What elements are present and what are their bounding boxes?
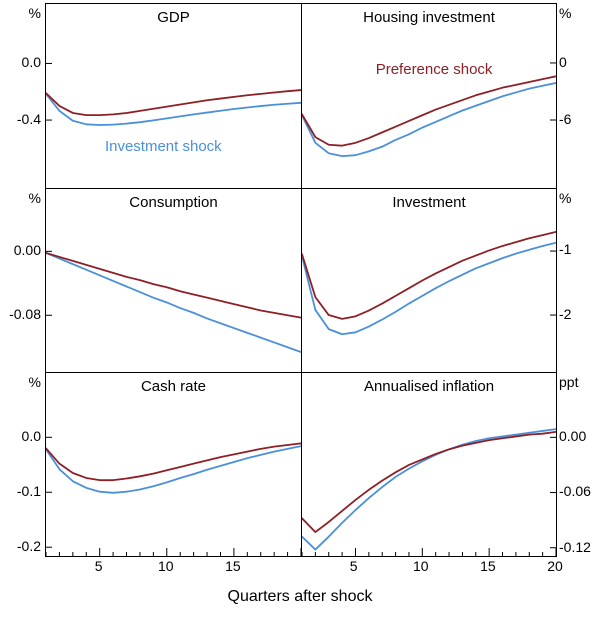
preference-shock-line	[302, 432, 556, 532]
preference-shock-line	[46, 443, 301, 480]
panel-title: Consumption	[129, 194, 218, 211]
x-tick-label: 20	[547, 558, 563, 574]
panel-investment-plot	[302, 189, 556, 372]
y-tick-label: -0.06	[559, 483, 591, 500]
y-tick-label: 0.00	[13, 241, 41, 258]
panel-housing-plot	[302, 4, 556, 188]
x-tick-label: 10	[412, 558, 429, 574]
panel-cash-rate: Cash rate	[46, 372, 301, 556]
panel-grid: GDP Investment shock Housing investment …	[45, 3, 557, 557]
panel-title: Cash rate	[140, 378, 207, 395]
x-tick-label: 15	[225, 558, 241, 574]
investment-shock-label: Investment shock	[104, 138, 222, 156]
panel-annualised-inflation: Annualised inflation	[301, 372, 556, 556]
y-tick-label: 0.00	[559, 427, 587, 444]
preference-shock-line	[46, 253, 301, 318]
investment-shock-line	[302, 243, 556, 334]
y-tick-label: 0	[559, 53, 567, 70]
panel-investment: Investment	[301, 188, 556, 372]
panel-title: Annualised inflation	[363, 378, 495, 395]
y-axis-unit: %	[28, 374, 41, 390]
panel-title: Investment	[392, 194, 466, 211]
y-axis-unit: ppt	[559, 374, 579, 390]
y-tick-label: 0.0	[21, 427, 41, 444]
investment-shock-line	[46, 446, 301, 493]
panel-housing-investment: Housing investment Preference shock	[301, 4, 556, 188]
preference-shock-line	[302, 76, 556, 145]
y-tick-label: -0.12	[559, 538, 591, 555]
y-tick-label: -0.08	[9, 305, 41, 322]
panel-title: GDP	[157, 9, 190, 26]
y-tick-label: -2	[559, 305, 572, 322]
panel-gdp: GDP Investment shock	[46, 4, 301, 188]
y-axis-unit: %	[559, 190, 572, 206]
y-tick-label: -0.4	[16, 111, 41, 128]
y-tick-label: -0.2	[16, 538, 41, 555]
y-axis-unit: %	[559, 5, 572, 21]
y-tick-label: -0.1	[16, 482, 41, 499]
investment-shock-line	[302, 429, 556, 549]
y-tick-label: -1	[559, 241, 572, 258]
preference-shock-line	[302, 232, 556, 319]
preference-shock-label: Preference shock	[375, 61, 493, 79]
x-tick-label: 15	[480, 558, 496, 574]
x-tick-label: 5	[94, 558, 103, 574]
y-axis-unit: %	[28, 190, 41, 206]
panel-cash-rate-plot	[46, 373, 301, 556]
panel-consumption: Consumption	[46, 188, 301, 372]
y-tick-label: 0.0	[21, 54, 41, 71]
preference-shock-line	[46, 90, 301, 115]
investment-shock-line	[302, 83, 556, 156]
x-tick-label: 10	[157, 558, 174, 574]
panel-inflation-plot	[302, 373, 556, 556]
x-tick-label: 5	[349, 558, 358, 574]
investment-shock-line	[46, 253, 301, 352]
panel-title: Housing investment	[363, 9, 495, 26]
panel-consumption-plot	[46, 189, 301, 372]
investment-shock-line	[46, 94, 301, 125]
panel-gdp-plot	[46, 4, 301, 188]
y-axis-unit: %	[28, 5, 41, 21]
x-axis-title: Quarters after shock	[227, 588, 373, 605]
y-tick-label: -6	[559, 111, 572, 127]
